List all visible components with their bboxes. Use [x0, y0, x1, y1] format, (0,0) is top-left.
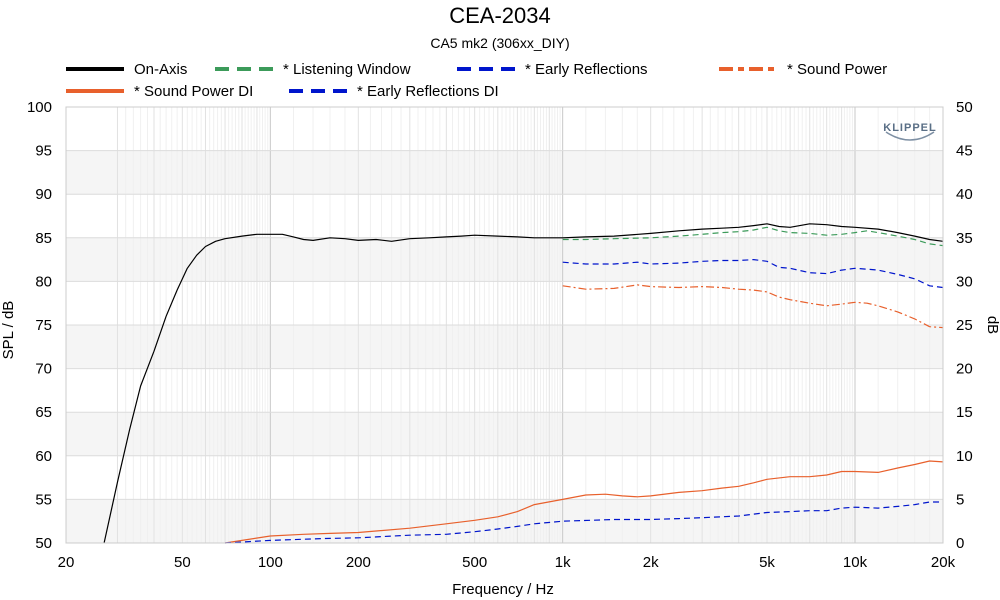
- legend-label-early-reflections: * Early Reflections: [525, 61, 648, 78]
- series-line-listening-window: [562, 226, 944, 247]
- y-tick-label: 80: [35, 273, 52, 290]
- y-tick-label: 70: [35, 361, 52, 378]
- y-tick-label: 90: [35, 186, 52, 203]
- legend-label-sound-power: * Sound Power: [787, 61, 887, 78]
- y2-tick-label: 40: [956, 186, 973, 203]
- y2-tick-label: 20: [956, 361, 973, 378]
- series-line-on-axis: [103, 223, 944, 544]
- y2-tick-label: 30: [956, 273, 973, 290]
- x-tick-label: 100: [258, 554, 283, 571]
- y2-tick-label: 10: [956, 448, 973, 465]
- y2-tick-label: 5: [956, 491, 964, 508]
- series-group: [103, 223, 944, 544]
- y-tick-label: 75: [35, 317, 52, 334]
- y-tick-label: 85: [35, 230, 52, 247]
- x-tick-label: 2k: [643, 554, 659, 571]
- x-tick-label: 20k: [931, 554, 956, 571]
- klippel-logo: KLIPPEL: [883, 122, 936, 141]
- logo-text: KLIPPEL: [883, 122, 936, 134]
- y-tick-label: 50: [35, 535, 52, 552]
- y-tick-label: 65: [35, 404, 52, 421]
- x-tick-label: 500: [462, 554, 487, 571]
- chart-title: CEA-2034: [449, 3, 551, 28]
- legend-label-on-axis: On-Axis: [134, 61, 187, 78]
- legend-label-listening-window: * Listening Window: [283, 61, 411, 78]
- y2-tick-label: 0: [956, 535, 964, 552]
- plot-band: [66, 150, 943, 195]
- series-line-sound-power: [562, 284, 944, 329]
- x-axis-title: Frequency / Hz: [452, 581, 554, 598]
- series-line-early-reflections: [562, 259, 944, 289]
- y-axis-left: 50 55 60 65 70 75 80 85 90 95 100: [27, 99, 52, 552]
- chart-subtitle: CA5 mk2 (306xx_DIY): [430, 35, 569, 51]
- x-tick-label: 1k: [555, 554, 571, 571]
- legend-label-early-reflections-di: * Early Reflections DI: [357, 83, 499, 100]
- series-line-early-reflections-di: [224, 501, 943, 544]
- y2-tick-label: 45: [956, 143, 973, 160]
- plot-band: [66, 412, 943, 456]
- y-tick-label: 55: [35, 491, 52, 508]
- plot-band: [66, 325, 943, 369]
- x-tick-label: 50: [174, 554, 191, 571]
- legend: On-Axis * Listening Window * Early Reflect…: [66, 61, 887, 100]
- plot-band: [66, 499, 943, 543]
- y2-tick-label: 35: [956, 230, 973, 247]
- x-tick-label: 5k: [759, 554, 775, 571]
- y-axis-right: 0 5 10 15 20 25 30 35 40 45 50: [956, 99, 973, 552]
- plot-background: [66, 107, 943, 543]
- y-tick-label: 95: [35, 143, 52, 160]
- x-tick-label: 200: [346, 554, 371, 571]
- y-tick-label: 100: [27, 99, 52, 116]
- logo-arc: [885, 131, 935, 141]
- plot-border: [65, 106, 944, 544]
- grid: [66, 106, 943, 544]
- y2-tick-label: 25: [956, 317, 973, 334]
- y-axis-title: SPL / dB: [0, 301, 17, 360]
- x-tick-label: 10k: [843, 554, 868, 571]
- y2-tick-label: 15: [956, 404, 973, 421]
- x-tick-label: 20: [58, 554, 75, 571]
- plot-band: [66, 237, 943, 282]
- legend-label-sound-power-di: * Sound Power DI: [134, 83, 253, 100]
- y2-axis-title: dB: [984, 316, 1000, 334]
- series-line-sound-power-di: [224, 460, 944, 544]
- y2-tick-label: 50: [956, 99, 973, 116]
- y-tick-label: 60: [35, 448, 52, 465]
- x-axis: 20 50 100 200 500 1k 2k 5k 10k 20k: [58, 554, 956, 571]
